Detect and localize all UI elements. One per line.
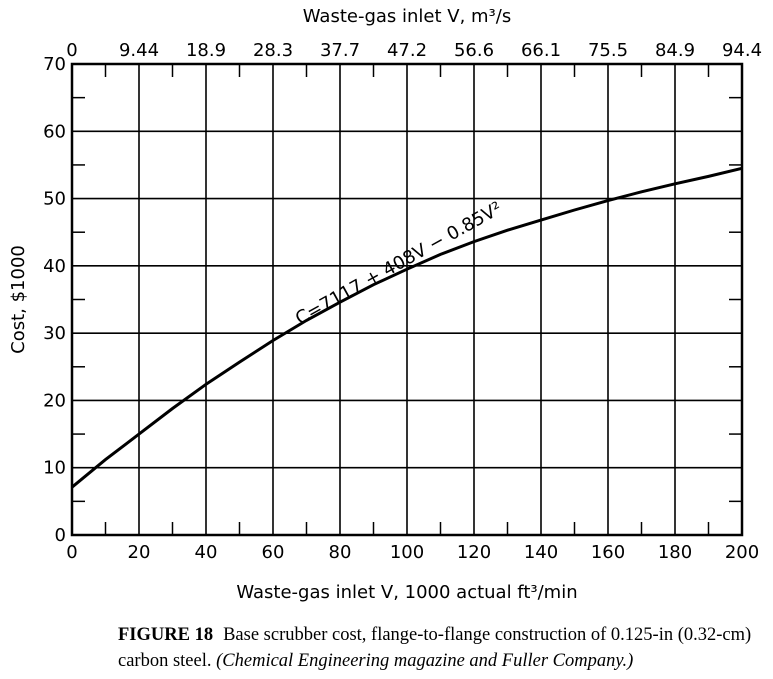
y-tick-label: 30 [43,323,66,344]
top-tick-label: 56.6 [454,40,494,61]
x-tick-label: 180 [658,542,692,563]
y-tick-label: 0 [55,525,66,546]
x-tick-label: 100 [390,542,424,563]
x-tick-label: 120 [457,542,491,563]
top-tick-label: 28.3 [253,40,293,61]
y-axis-label: Cost, $1000 [8,245,29,354]
figure-label: FIGURE 18 [118,625,214,645]
y-tick-labels: 0 10 20 30 40 50 60 70 [43,54,66,546]
top-axis-label: Waste-gas inlet V, m³/s [303,6,511,27]
cost-curve [71,166,743,489]
top-tick-label: 0 [66,40,77,61]
caption-text: Base scrubber cost, flange-to-flange con… [118,625,752,671]
figure-caption: FIGURE 18 Base scrubber cost, flange-to-f… [118,622,768,674]
top-tick-labels: 0 9.44 18.9 28.3 37.7 47.2 56.6 66.1 75.5 84.9 94.… [66,40,762,61]
x-tick-label: 200 [725,542,759,563]
x-tick-label: 160 [591,542,625,563]
top-tick-label: 9.44 [119,40,159,61]
top-tick-label: 84.9 [655,40,695,61]
y-tick-label: 10 [43,458,66,479]
plot-frame [70,62,744,537]
x-axis-label: Waste-gas inlet V, 1000 actual ft³/min [236,582,577,603]
y-tick-label: 50 [43,189,66,210]
x-tick-labels: 0 20 40 60 80 100 120 140 160 180 200 [66,542,759,563]
x-tick-label: 80 [329,542,352,563]
top-tick-label: 94.4 [722,40,762,61]
top-tick-label: 37.7 [320,40,360,61]
cost-chart: 0 20 40 60 80 100 120 140 160 180 200 0 10 20 30 40 50 6… [8,6,762,603]
x-tick-label: 60 [262,542,285,563]
grid-lines [72,64,742,535]
caption-source: (Chemical Engineering magazine and Fulle… [216,651,634,671]
y-tick-label: 60 [43,121,66,142]
top-tick-label: 47.2 [387,40,427,61]
minor-ticks [72,64,742,535]
top-tick-label: 66.1 [521,40,561,61]
y-tick-label: 20 [43,390,66,411]
y-tick-label: 70 [43,54,66,75]
x-tick-label: 40 [195,542,218,563]
x-tick-label: 140 [524,542,558,563]
x-tick-label: 0 [66,542,77,563]
x-tick-label: 20 [128,542,151,563]
top-tick-label: 75.5 [588,40,628,61]
top-tick-label: 18.9 [186,40,226,61]
y-tick-label: 40 [43,256,66,277]
